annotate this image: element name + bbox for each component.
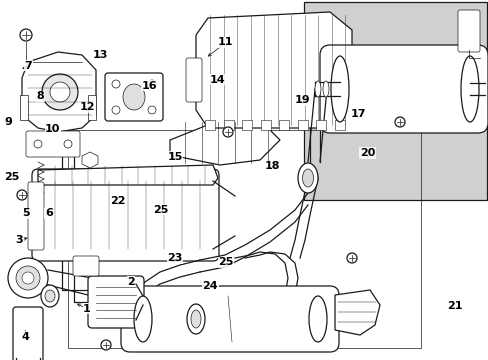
Text: 3: 3	[16, 235, 23, 246]
FancyBboxPatch shape	[88, 276, 143, 328]
Text: 11: 11	[218, 37, 233, 48]
Ellipse shape	[323, 81, 328, 97]
Ellipse shape	[134, 296, 152, 342]
Text: 7: 7	[24, 61, 32, 71]
Text: 25: 25	[4, 172, 20, 182]
Text: 22: 22	[110, 196, 126, 206]
Circle shape	[394, 117, 404, 127]
Text: 19: 19	[294, 95, 309, 105]
Circle shape	[50, 82, 70, 102]
Text: 25: 25	[152, 205, 168, 215]
Text: 25: 25	[218, 257, 233, 267]
FancyBboxPatch shape	[457, 10, 479, 52]
Bar	[304, 2, 486, 200]
FancyBboxPatch shape	[32, 169, 219, 261]
Text: 13: 13	[92, 50, 108, 60]
Bar	[242, 120, 252, 130]
Circle shape	[112, 106, 120, 114]
FancyBboxPatch shape	[185, 58, 202, 102]
Polygon shape	[22, 52, 96, 132]
Bar	[20, 95, 28, 120]
Bar	[260, 120, 270, 130]
Circle shape	[112, 80, 120, 88]
Circle shape	[20, 29, 32, 41]
Bar	[88, 95, 96, 120]
Circle shape	[223, 127, 232, 137]
Bar	[68, 130, 420, 348]
Text: 16: 16	[141, 81, 157, 91]
Circle shape	[17, 190, 27, 200]
Text: 20: 20	[359, 148, 375, 158]
Ellipse shape	[314, 81, 320, 97]
Text: 9: 9	[5, 117, 13, 127]
Text: 24: 24	[202, 281, 218, 291]
FancyBboxPatch shape	[105, 73, 163, 121]
Polygon shape	[334, 290, 379, 335]
Ellipse shape	[460, 56, 478, 122]
Ellipse shape	[330, 56, 348, 122]
Polygon shape	[170, 120, 280, 165]
Text: 4: 4	[21, 332, 29, 342]
Text: 21: 21	[446, 301, 462, 311]
FancyBboxPatch shape	[28, 182, 44, 250]
Circle shape	[64, 140, 72, 148]
Text: 17: 17	[349, 109, 365, 120]
Bar	[334, 120, 345, 130]
FancyBboxPatch shape	[319, 45, 487, 133]
FancyBboxPatch shape	[121, 286, 338, 352]
Bar	[223, 120, 233, 130]
Ellipse shape	[41, 285, 59, 307]
FancyBboxPatch shape	[13, 307, 43, 360]
Polygon shape	[196, 12, 351, 128]
Bar	[316, 120, 326, 130]
Text: 23: 23	[167, 253, 183, 264]
Circle shape	[346, 253, 356, 263]
FancyBboxPatch shape	[26, 131, 80, 157]
Circle shape	[34, 140, 42, 148]
Polygon shape	[82, 152, 98, 168]
Text: 8: 8	[36, 91, 44, 102]
Ellipse shape	[308, 296, 326, 342]
Text: 5: 5	[22, 208, 30, 218]
Bar	[204, 120, 215, 130]
Bar	[297, 120, 307, 130]
Circle shape	[148, 106, 156, 114]
Ellipse shape	[45, 290, 55, 302]
Circle shape	[101, 340, 111, 350]
Circle shape	[42, 74, 78, 110]
Polygon shape	[38, 165, 218, 185]
FancyBboxPatch shape	[73, 256, 99, 276]
Ellipse shape	[297, 163, 317, 193]
Ellipse shape	[123, 84, 145, 110]
Ellipse shape	[191, 310, 201, 328]
Text: 12: 12	[79, 102, 95, 112]
Ellipse shape	[302, 169, 313, 187]
Bar	[279, 120, 289, 130]
Circle shape	[8, 258, 48, 298]
Circle shape	[22, 272, 34, 284]
Circle shape	[148, 80, 156, 88]
Text: 18: 18	[264, 161, 280, 171]
Text: 10: 10	[45, 124, 61, 134]
Text: 15: 15	[167, 152, 183, 162]
Text: 2: 2	[127, 277, 135, 287]
Text: 6: 6	[45, 208, 53, 218]
Ellipse shape	[186, 304, 204, 334]
Text: 14: 14	[209, 75, 225, 85]
Text: 1: 1	[83, 304, 91, 314]
Circle shape	[16, 266, 40, 290]
